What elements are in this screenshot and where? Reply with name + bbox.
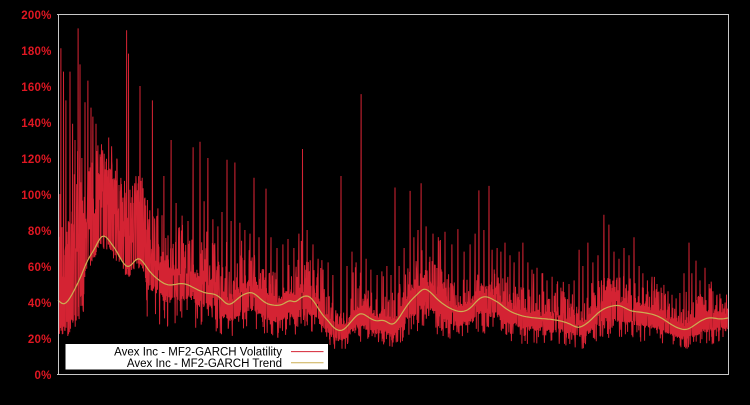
svg-text:0%: 0% bbox=[34, 370, 51, 382]
svg-text:160%: 160% bbox=[21, 82, 51, 94]
svg-text:100%: 100% bbox=[21, 190, 51, 202]
svg-text:40%: 40% bbox=[28, 298, 52, 310]
svg-text:Avex Inc - MF2-GARCH Trend: Avex Inc - MF2-GARCH Trend bbox=[127, 358, 282, 370]
svg-text:140%: 140% bbox=[21, 118, 51, 130]
svg-text:180%: 180% bbox=[21, 46, 51, 58]
svg-text:60%: 60% bbox=[28, 262, 52, 274]
svg-text:Avex Inc - MF2-GARCH Volatilit: Avex Inc - MF2-GARCH Volatility bbox=[114, 347, 282, 359]
svg-text:20%: 20% bbox=[28, 334, 52, 346]
svg-text:80%: 80% bbox=[28, 226, 52, 238]
svg-text:200%: 200% bbox=[21, 10, 51, 22]
svg-text:120%: 120% bbox=[21, 154, 51, 166]
